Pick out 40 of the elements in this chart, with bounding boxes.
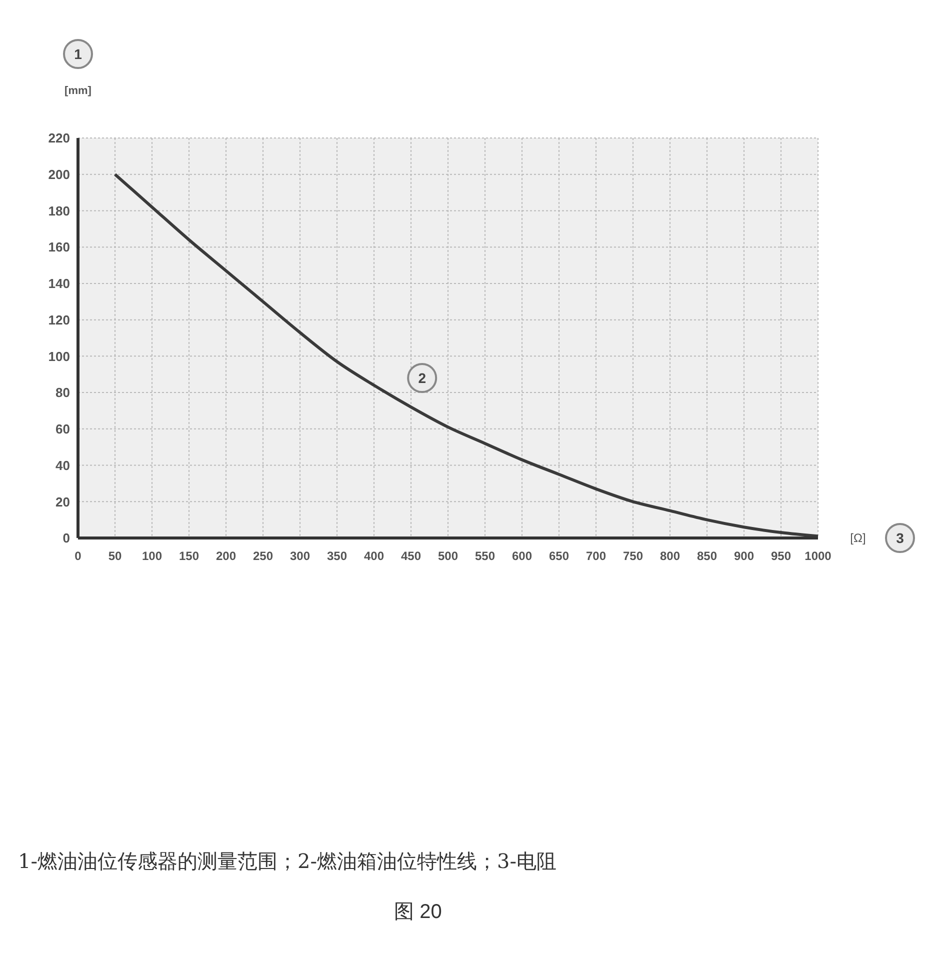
annotation: 2: [418, 370, 426, 386]
x-tick-label: 300: [290, 549, 310, 563]
y-tick-label: 100: [48, 348, 70, 364]
x-tick-label: 0: [74, 549, 82, 563]
x-tick-label: 350: [326, 549, 348, 563]
x-tick-label: 400: [364, 549, 384, 563]
x-tick-label: 250: [252, 549, 274, 563]
text: 1: [74, 46, 82, 62]
x-tick-label: 150: [178, 549, 200, 563]
x-tick-label: 550: [474, 549, 496, 563]
x-tick-label: 500: [438, 549, 458, 563]
y-tick-label: 200: [48, 166, 70, 182]
x-tick-label: 850: [696, 549, 718, 563]
y-tick-label: 140: [48, 276, 70, 292]
y-tick-label: 120: [48, 312, 70, 328]
y-tick-label: 40: [56, 458, 70, 473]
x-tick-label: 100: [142, 549, 162, 563]
y-tick-label: 160: [48, 240, 70, 255]
text: 3: [896, 530, 904, 546]
text: 1-燃油油位传感器的测量范围；2-燃油箱油位特性线；3-电阻: [18, 848, 556, 875]
y-tick-label: 0: [62, 530, 70, 546]
x-tick-label: 50: [108, 549, 122, 563]
x-tick-label: 1000: [804, 549, 832, 563]
x-tick-label: 600: [512, 549, 532, 563]
x-tick-label: 700: [586, 549, 606, 563]
x-tick-label: 750: [622, 549, 644, 563]
y-axis-title: [mm]: [64, 85, 92, 97]
y-tick-label: 180: [48, 203, 70, 218]
y-tick-label: 80: [56, 385, 70, 400]
y-tick-label: 60: [56, 422, 70, 437]
text: 图 20: [393, 900, 443, 925]
y-tick-label: 220: [48, 130, 70, 146]
x-tick-label: 900: [734, 549, 754, 563]
x-tick-label: 450: [400, 549, 422, 563]
x-tick-label: 650: [548, 549, 570, 563]
x-axis-title: [Ω]: [850, 531, 866, 545]
y-tick-label: 20: [56, 494, 70, 510]
x-tick-label: 200: [216, 549, 236, 563]
x-tick-label: 950: [770, 549, 792, 563]
x-tick-label: 800: [660, 549, 680, 563]
